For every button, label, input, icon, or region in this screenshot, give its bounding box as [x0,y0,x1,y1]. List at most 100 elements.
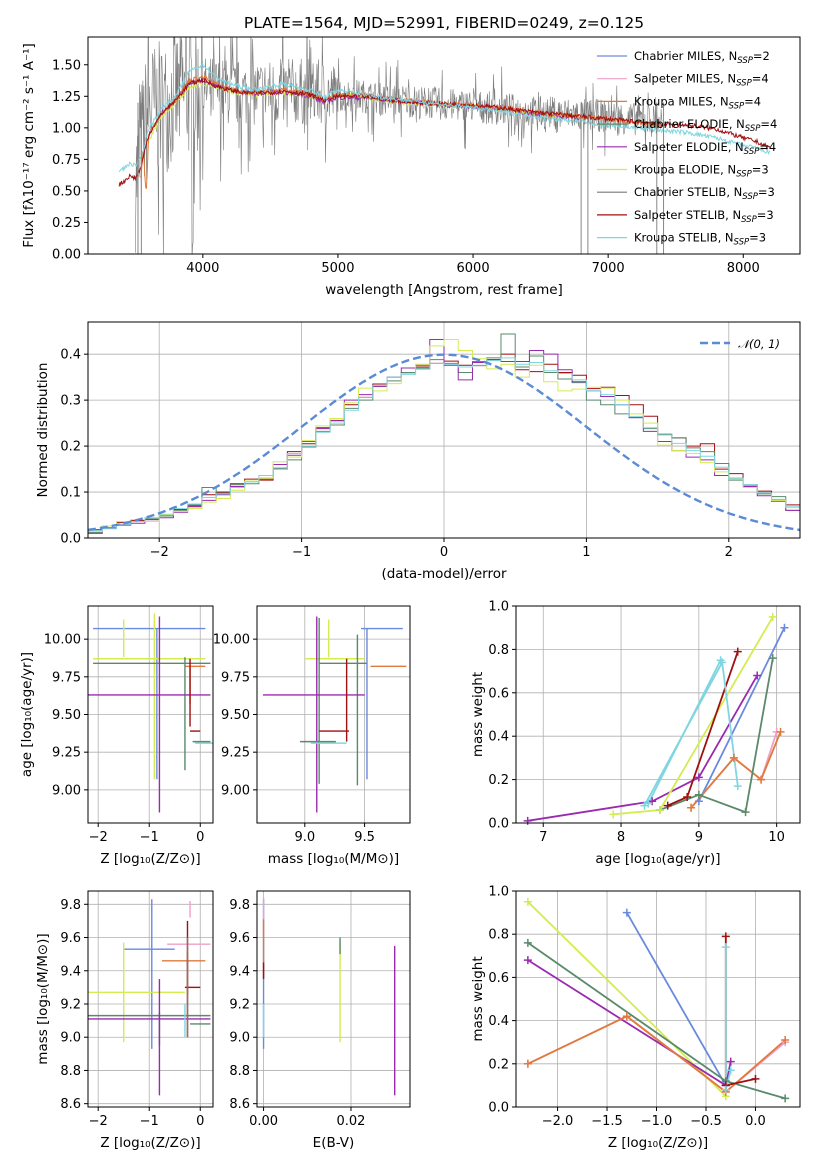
mass-weight-marker [733,647,742,656]
mass_vs_Z-ytick-label: 9.2 [60,997,81,1012]
spectrum-ytick-label: 0.25 [52,216,81,231]
mass-weight-marker [741,808,750,817]
legend-label: Kroupa ELODIE, N [634,163,736,177]
age_vs_mass-xtick-label: 9.5 [354,830,375,845]
mass_vs_ebv-xlabel: E(B-V) [313,1135,355,1151]
legend-suffix: =4 [744,94,761,108]
residuals-frame [87,321,801,539]
age_vs_Z-ylabel: age [log₁₀(age/yr)] [19,652,35,777]
legend-suffix: =4 [759,140,776,154]
mass_vs_Z-ytick-label: 8.6 [60,1097,81,1112]
mass-weight-marker [644,799,653,808]
mass_vs_ebv-xtick-label: 0.00 [249,1114,278,1129]
legend-sub: SSP [729,101,745,111]
age_vs_Z-ytick-label: 9.75 [52,670,81,685]
mass-weight-marker [523,956,532,965]
spectrum-ytick-label: 0.75 [52,153,81,168]
mass-weight-line [626,912,727,1086]
mass-weight-marker [729,753,738,762]
mass-weight-marker [721,943,730,952]
mass-weight-marker [687,803,696,812]
mass_vs_ebv-axes: 0.00 0.02 8.6 8.8 9.0 9.2 9.4 9.6 9.8 E(B-V) [229,891,410,1151]
mass-weight-marker [733,782,742,791]
residual-histogram [88,357,800,538]
age_vs_Z-plot-area [88,613,213,813]
age_vs_Z-ytick-label: 9.50 [52,708,81,723]
age_vs_mass-ytick-label: 9.25 [221,746,250,761]
mass-weight-line [690,731,782,809]
legend-suffix: =3 [749,231,766,245]
legend-label: Kroupa STELIB, N [634,231,734,245]
weight_vs_age-ytick-label: 0.2 [488,773,509,788]
mass_vs_Z-frame [87,890,214,1108]
weight_vs_Z-ytick-label: 0.8 [488,928,509,943]
mass_vs_ebv-ytick-label: 9.0 [229,1031,250,1046]
mass-weight-marker [523,938,532,947]
mass-weight-marker [663,801,672,810]
mass-weight-marker [726,1066,735,1075]
mass_vs_ebv-ytick-label: 8.8 [229,1064,250,1079]
mass_vs_Z-ytick-label: 9.4 [60,964,81,979]
mass-weight-marker [757,775,766,784]
age_vs_Z-xtick-label: −1 [140,830,159,845]
spectrum-series-line [118,60,771,173]
residuals-xtick-label: 2 [725,545,733,560]
legend-entry: Kroupa STELIB, NSSP=3 [634,231,766,248]
spectrum-xlabel: wavelength [Angstrom, rest frame] [325,282,563,298]
weight_vs_age-ylabel: mass weight [470,672,486,757]
mass_vs_ebv-frame [256,890,411,1108]
legend-sub: SSP [742,192,758,202]
legend-entry: Salpeter ELODIE, NSSP=4 [634,140,776,157]
mass_vs_Z-xlabel: Z [log₁₀(Z/Z⊙)] [100,1135,200,1151]
residual-histogram [88,333,800,538]
age_vs_Z-ytick-label: 9.25 [52,746,81,761]
mass-weight-marker [523,1059,532,1068]
mass-weight-marker [781,1094,790,1103]
age_vs_Z-ytick-label: 10.00 [44,633,81,648]
mass-weight-line [659,657,774,814]
weight_vs_Z-ytick-label: 0.0 [488,1101,509,1116]
weight_vs_Z-xtick-label: −1.5 [591,1114,623,1129]
age_vs_Z-axes: −2 −1 0 9.00 9.25 9.50 9.75 10.00 Z [log₁₀(Z/Z⊙)… [19,606,213,867]
spectrum-xtick-label: 4000 [186,261,219,276]
age_vs_Z-xtick-label: 0 [196,830,204,845]
weight_vs_Z-xtick-label: −0.5 [690,1114,722,1129]
mass_vs_Z-xtick-label: −1 [140,1114,159,1129]
mass-weight-marker [753,671,762,680]
spectrum-frame [87,36,801,255]
mass_vs_Z-ytick-label: 9.8 [60,898,81,913]
mass-weight-marker [768,612,777,621]
weight_vs_Z-ylabel: mass weight [470,956,486,1041]
mass-weight-marker [751,1074,760,1083]
mass-weight-marker [655,805,664,814]
mass-weight-marker [683,792,692,801]
legend-sub: SSP [745,124,761,134]
residuals-xtick-label: −2 [150,545,169,560]
mass-weight-marker [622,1012,631,1021]
mass_vs_Z-plot-area [88,899,211,1096]
mass-weight-line [527,1015,786,1094]
weight_vs_Z-ytick-label: 1.0 [488,885,509,900]
weight_vs_age-frame [515,605,801,824]
weight_vs_age-xtick-label: 9 [695,830,703,845]
residuals-ytick-label: 0.4 [60,348,81,363]
spectrum-ytick-label: 1.00 [52,121,81,136]
mass_vs_ebv-ytick-label: 9.2 [229,997,250,1012]
weight_vs_age-xtick-label: 10 [768,830,785,845]
age_vs_Z-ytick-label: 9.00 [52,783,81,798]
mass-weight-marker [721,932,730,941]
mass-weight-marker [781,1036,790,1045]
weight_vs_age-axes: 7 8 9 10 0.0 0.2 0.4 0.6 0.8 1.0 age [log₁₀(age/yr… [470,600,800,867]
age_vs_mass-ytick-label: 9.50 [221,708,250,723]
weight_vs_age-ytick-label: 0.4 [488,730,509,745]
legend-sub: SSP [737,56,753,66]
age_vs_mass-plot-area [262,616,407,813]
mass-weight-marker [622,908,631,917]
legend-suffix: =4 [752,72,769,86]
legend-suffix: =2 [753,49,770,63]
mass-weight-marker [780,623,789,632]
legend-label: Chabrier ELODIE, N [634,117,745,131]
mass_vs_ebv-plot-area [262,897,396,1096]
legend-label: Kroupa MILES, N [634,94,729,108]
